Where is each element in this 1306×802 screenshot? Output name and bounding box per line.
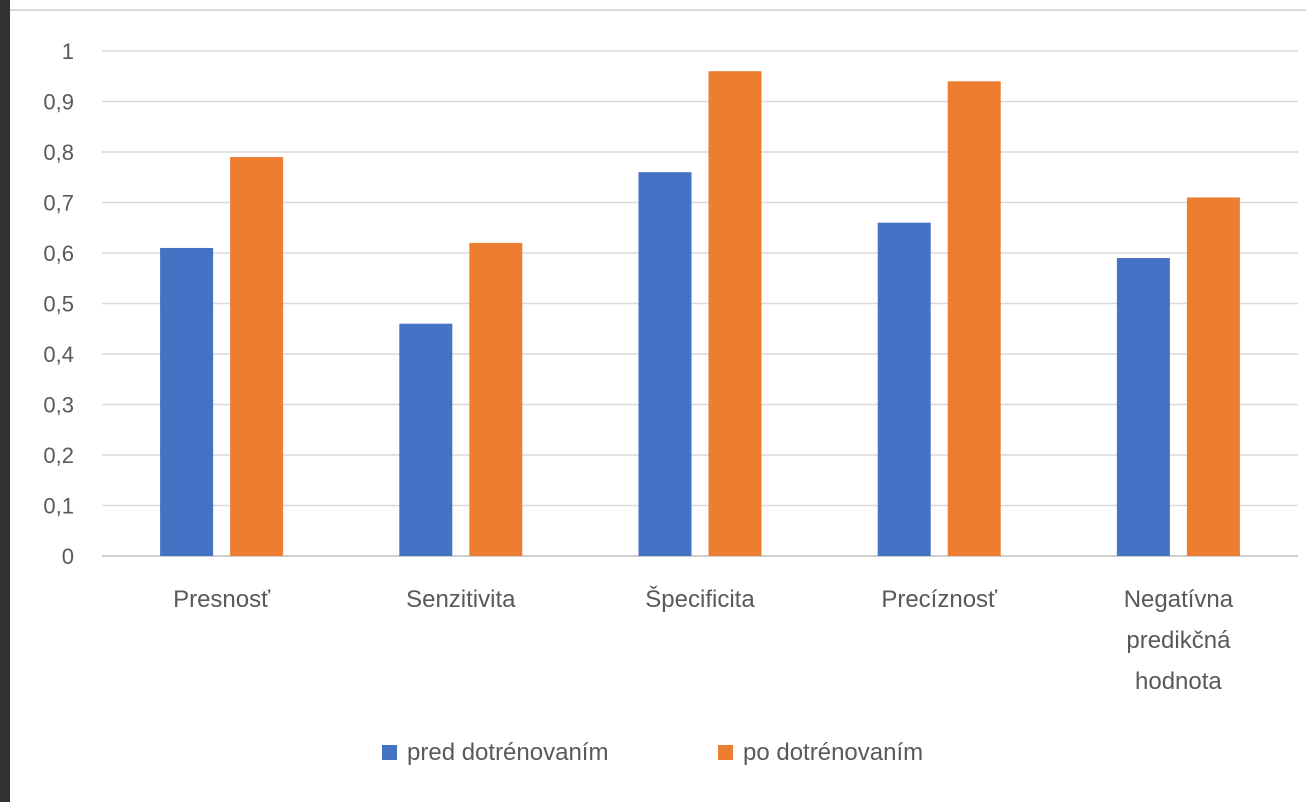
x-category-label: Senzitivita <box>406 586 516 613</box>
y-tick-label: 0,1 <box>43 494 74 519</box>
bar-pred-4 <box>1116 258 1170 556</box>
x-category-label: predikčná <box>1126 627 1231 654</box>
x-category-label: hodnota <box>1135 668 1222 695</box>
legend-label-0: pred dotrénovaním <box>407 739 608 766</box>
legend-swatch-1 <box>718 745 733 760</box>
bars <box>160 71 1240 557</box>
gridlines <box>102 50 1298 557</box>
y-axis-tick-labels: 0 0,1 0,2 0,3 0,4 0,5 0,6 0,7 0,8 0,9 1 <box>43 39 74 569</box>
bar-po-4 <box>1186 197 1240 556</box>
x-category-label: Precíznosť <box>881 586 998 613</box>
bar-pred-0 <box>160 247 214 556</box>
x-category-label: Presnosť <box>173 586 271 613</box>
bar-pred-1 <box>399 323 453 556</box>
bar-pred-3 <box>877 222 931 556</box>
bar-po-1 <box>469 242 523 556</box>
legend-swatch-0 <box>382 745 397 760</box>
x-category-label: Negatívna <box>1124 586 1234 613</box>
y-tick-label: 0,3 <box>43 393 74 418</box>
bar-pred-2 <box>638 172 692 556</box>
y-tick-label: 0,8 <box>43 140 74 165</box>
bar-po-2 <box>708 71 762 556</box>
y-tick-label: 1 <box>62 39 74 64</box>
x-category-label: Špecificita <box>645 585 755 613</box>
legend-label-1: po dotrénovaním <box>743 739 923 766</box>
y-tick-label: 0,2 <box>43 443 74 468</box>
bar-po-0 <box>230 157 284 557</box>
y-tick-label: 0,4 <box>43 342 74 367</box>
legend: pred dotrénovaním po dotrénovaním <box>382 739 923 766</box>
y-tick-label: 0 <box>62 544 74 569</box>
y-tick-label: 0,6 <box>43 241 74 266</box>
y-tick-label: 0,5 <box>43 292 74 317</box>
window-edge <box>0 0 10 802</box>
y-tick-label: 0,9 <box>43 90 74 115</box>
chart-top-border <box>10 9 1306 11</box>
x-axis-category-labels: Presnosť Senzitivita Špecificita Precíznosť… <box>173 585 1234 695</box>
y-tick-label: 0,7 <box>43 191 74 216</box>
bar-po-3 <box>947 81 1001 557</box>
